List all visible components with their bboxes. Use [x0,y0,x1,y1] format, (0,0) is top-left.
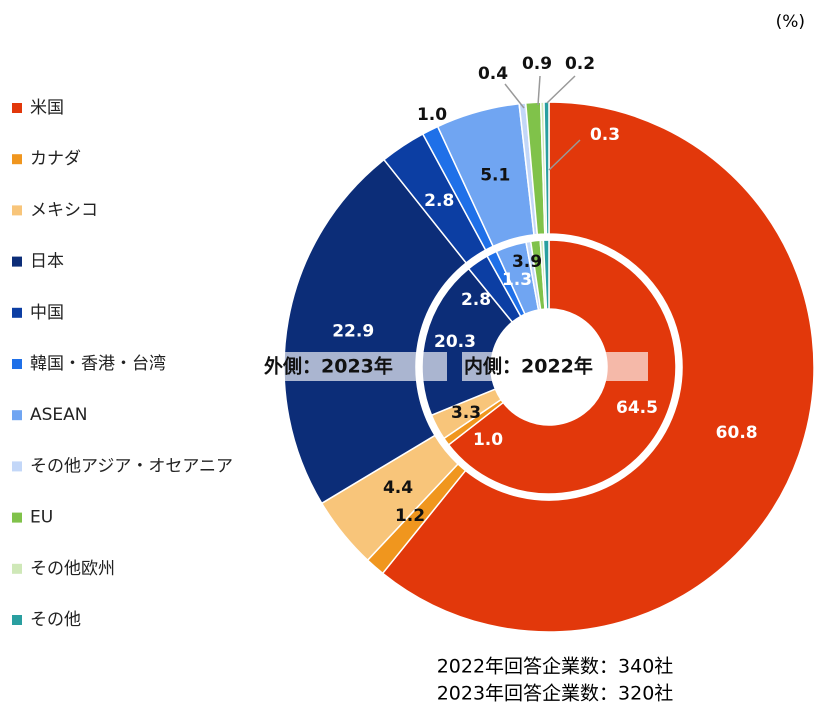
legend-label: EU [30,508,53,528]
legend-label: 中国 [30,303,64,323]
leader-line [504,83,525,109]
data-label: 1.3 [502,270,532,290]
legend-label: 日本 [30,252,64,272]
legend-label: その他欧州 [30,559,115,579]
legend-swatch [12,410,22,421]
legend-label: 米国 [30,98,64,118]
legend-swatch [12,461,22,472]
data-label: 5.1 [480,165,510,185]
legend-swatch [12,256,22,267]
data-label: 64.5 [616,398,658,418]
donut-segment [543,101,550,235]
data-label: 4.4 [383,478,413,498]
data-label: 1.0 [417,105,447,125]
series-label: 内側：2022年 [464,355,593,378]
data-label: 0.9 [522,54,552,74]
series-label-box [262,352,447,381]
data-label: 2.8 [424,191,454,211]
legend-label: メキシコ [30,200,98,220]
legend-swatch [12,563,22,574]
legend-label: ASEAN [30,405,88,425]
note: 2022年回答企業数：340社 [437,656,674,678]
leader-line [548,139,581,171]
series-label-box [462,352,648,381]
data-label: 3.9 [512,252,542,272]
data-label: 1.0 [473,430,503,450]
leader-line [546,75,576,104]
data-label: 0.4 [478,64,508,84]
series-label: 外側：2023年 [264,355,393,378]
data-label: 3.3 [451,403,481,423]
unit-label: (%) [776,12,805,32]
leader-line [537,75,541,106]
legend-label: 韓国・香港・台湾 [30,354,166,374]
note: 2023年回答企業数：320社 [437,683,674,705]
legend-label: その他アジア・オセアニア [30,456,233,476]
legend-swatch [12,307,22,318]
legend-swatch [12,154,22,165]
data-label: 0.2 [565,54,595,74]
data-label: 20.3 [434,332,476,352]
data-label: 60.8 [716,423,758,443]
legend-swatch [12,359,22,369]
donut-segment [381,101,815,633]
legend-swatch [12,205,22,216]
legend-swatch [12,615,22,625]
donut-segment [542,239,550,310]
legend-swatch [12,103,22,113]
legend-label: その他 [30,610,81,630]
legend-label: カナダ [30,149,81,169]
data-label: 22.9 [332,322,374,342]
data-label: 2.8 [461,290,491,310]
data-label: 0.3 [590,125,620,145]
legend-swatch [12,512,22,523]
data-label: 1.2 [395,506,425,526]
